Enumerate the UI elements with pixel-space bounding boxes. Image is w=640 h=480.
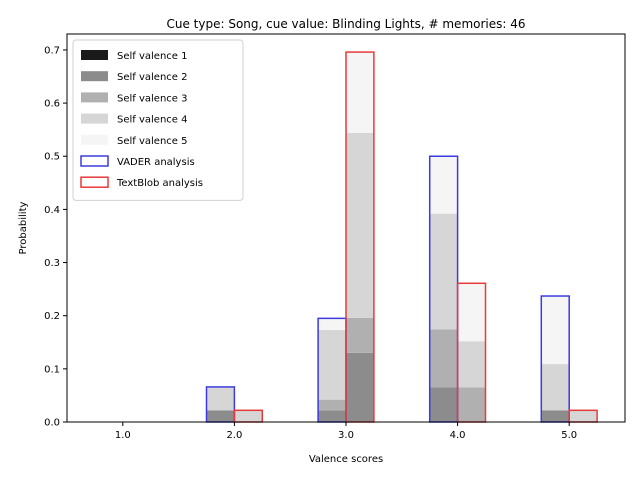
y-tick-label: 0.7 xyxy=(44,45,60,56)
legend-swatch xyxy=(80,155,109,167)
x-tick-label: 4.0 xyxy=(450,430,466,441)
y-tick-label: 0.4 xyxy=(44,205,60,216)
bar-textblob-valence-4-x2 xyxy=(234,410,263,422)
legend-label: Self valence 3 xyxy=(117,93,187,104)
x-axis-title: Valence scores xyxy=(309,454,383,465)
bar-vader-valence-5-x5 xyxy=(541,296,570,365)
legend-swatch xyxy=(81,113,108,124)
bar-textblob-valence-4-x5 xyxy=(569,410,598,422)
bar-vader-valence-5-x3 xyxy=(318,318,346,331)
y-tick-label: 0.0 xyxy=(44,418,60,429)
bar-vader-valence-2-x5 xyxy=(541,410,570,422)
x-tick-label: 3.0 xyxy=(338,430,354,441)
y-axis-title: Probability xyxy=(18,201,29,254)
legend-box xyxy=(72,39,244,201)
bar-textblob-valence-3-x3 xyxy=(346,317,374,353)
legend-swatch xyxy=(80,176,109,188)
bar-vader-valence-2-x3 xyxy=(318,410,346,422)
legend-swatch xyxy=(81,50,108,60)
legend-label: Self valence 5 xyxy=(117,136,187,147)
bar-vader-valence-4-x2 xyxy=(206,386,235,411)
y-tick-label: 0.2 xyxy=(44,311,60,322)
x-axis: 1.0 2.0 3.0 4.0 5.0 xyxy=(115,422,577,441)
bar-textblob-valence-4-x3 xyxy=(346,132,374,318)
y-tick-label: 0.1 xyxy=(44,364,60,375)
bar-textblob-valence-3-x4 xyxy=(457,387,486,422)
x-tick-label: 2.0 xyxy=(226,430,242,441)
bar-textblob-valence-4-x4 xyxy=(457,341,486,388)
y-tick-label: 0.5 xyxy=(44,152,60,163)
bar-vader-valence-2-x4 xyxy=(429,387,458,422)
x-tick-label: 5.0 xyxy=(561,430,577,441)
bar-textblob-valence-5-x3 xyxy=(346,52,374,133)
x-tick-label: 1.0 xyxy=(115,430,131,441)
legend: Self valence 1 Self valence 2 Self valence… xyxy=(72,39,244,201)
legend-label: VADER analysis xyxy=(117,157,195,168)
y-tick-label: 0.6 xyxy=(44,99,60,110)
legend-label: Self valence 4 xyxy=(117,115,187,126)
y-tick-label: 0.3 xyxy=(44,258,60,269)
bar-textblob-valence-5-x4 xyxy=(457,283,486,342)
bar-vader-valence-5-x4 xyxy=(429,156,458,214)
legend-label: Self valence 2 xyxy=(117,72,187,83)
bar-vader-valence-3-x3 xyxy=(318,399,346,411)
bar-vader-valence-4-x4 xyxy=(429,213,458,330)
chart-title: Cue type: Song, cue value: Blinding Ligh… xyxy=(166,17,525,31)
legend-swatch xyxy=(81,134,108,145)
bar-vader-valence-3-x4 xyxy=(429,329,458,388)
bars-layer xyxy=(205,51,598,423)
legend-label: TextBlob analysis xyxy=(116,178,203,189)
y-axis: 0.0 0.1 0.2 0.3 0.4 0.5 0.6 0.7 xyxy=(44,45,67,429)
legend-swatch xyxy=(81,71,108,82)
legend-label: Self valence 1 xyxy=(117,51,187,62)
bar-vader-valence-4-x3 xyxy=(318,330,346,400)
bar-textblob-valence-2-x3 xyxy=(346,352,374,422)
bar-vader-valence-2-x2 xyxy=(206,410,235,422)
bar-vader-valence-4-x5 xyxy=(541,364,570,411)
legend-swatch xyxy=(81,92,108,103)
